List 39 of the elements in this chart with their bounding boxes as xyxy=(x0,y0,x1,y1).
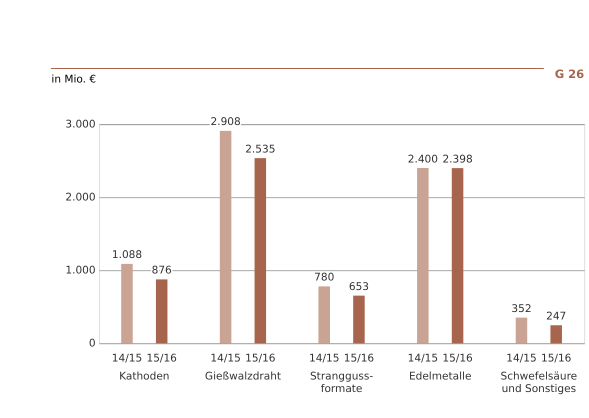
text: 14/15 xyxy=(408,352,438,365)
x-tick-label: Kathoden xyxy=(119,370,170,382)
bar xyxy=(516,318,528,344)
bar xyxy=(254,158,266,344)
data-label: 2.398 xyxy=(442,153,473,166)
data-label: 2.535 xyxy=(245,143,276,156)
bar xyxy=(353,296,365,344)
text: G 26 xyxy=(554,67,584,82)
x-tick-label: Gießwalzdraht xyxy=(204,370,282,382)
y-tick-label: 1.000 xyxy=(65,264,96,277)
x-tick-label: Schwefelsäure und Sonstiges xyxy=(500,370,578,395)
text: 15/16 xyxy=(344,352,374,365)
data-label: 1.088 xyxy=(112,249,142,262)
x-tick-label: Strangguss- formate xyxy=(310,370,374,395)
text: 14/15 xyxy=(210,352,241,365)
bar xyxy=(220,130,232,344)
y-axis-title: in Mio. € xyxy=(51,73,96,86)
text: 15/16 xyxy=(442,352,473,365)
y-tick-label: 3.000 xyxy=(65,118,96,131)
series-label: 14/15 xyxy=(112,352,142,365)
data-label: 352 xyxy=(511,302,532,315)
data-label: 2.400 xyxy=(408,153,438,166)
bar xyxy=(417,168,429,344)
series-label: 15/16 xyxy=(540,352,572,365)
data-label: 653 xyxy=(348,280,370,293)
text: 15/16 xyxy=(146,352,177,365)
bar xyxy=(121,264,133,344)
y-tick-label: 2.000 xyxy=(65,192,96,204)
x-tick-label: Edelmetalle xyxy=(408,370,472,382)
text: 14/15 xyxy=(309,352,340,365)
bar xyxy=(156,279,168,344)
data-label: 780 xyxy=(314,272,335,284)
bar xyxy=(318,286,330,344)
y-tick-label: 0 xyxy=(88,338,96,350)
data-label: 247 xyxy=(546,310,566,322)
bar xyxy=(452,168,464,344)
text: 14/15 xyxy=(506,352,537,365)
bar xyxy=(550,325,562,344)
text: 15/16 xyxy=(245,352,276,365)
